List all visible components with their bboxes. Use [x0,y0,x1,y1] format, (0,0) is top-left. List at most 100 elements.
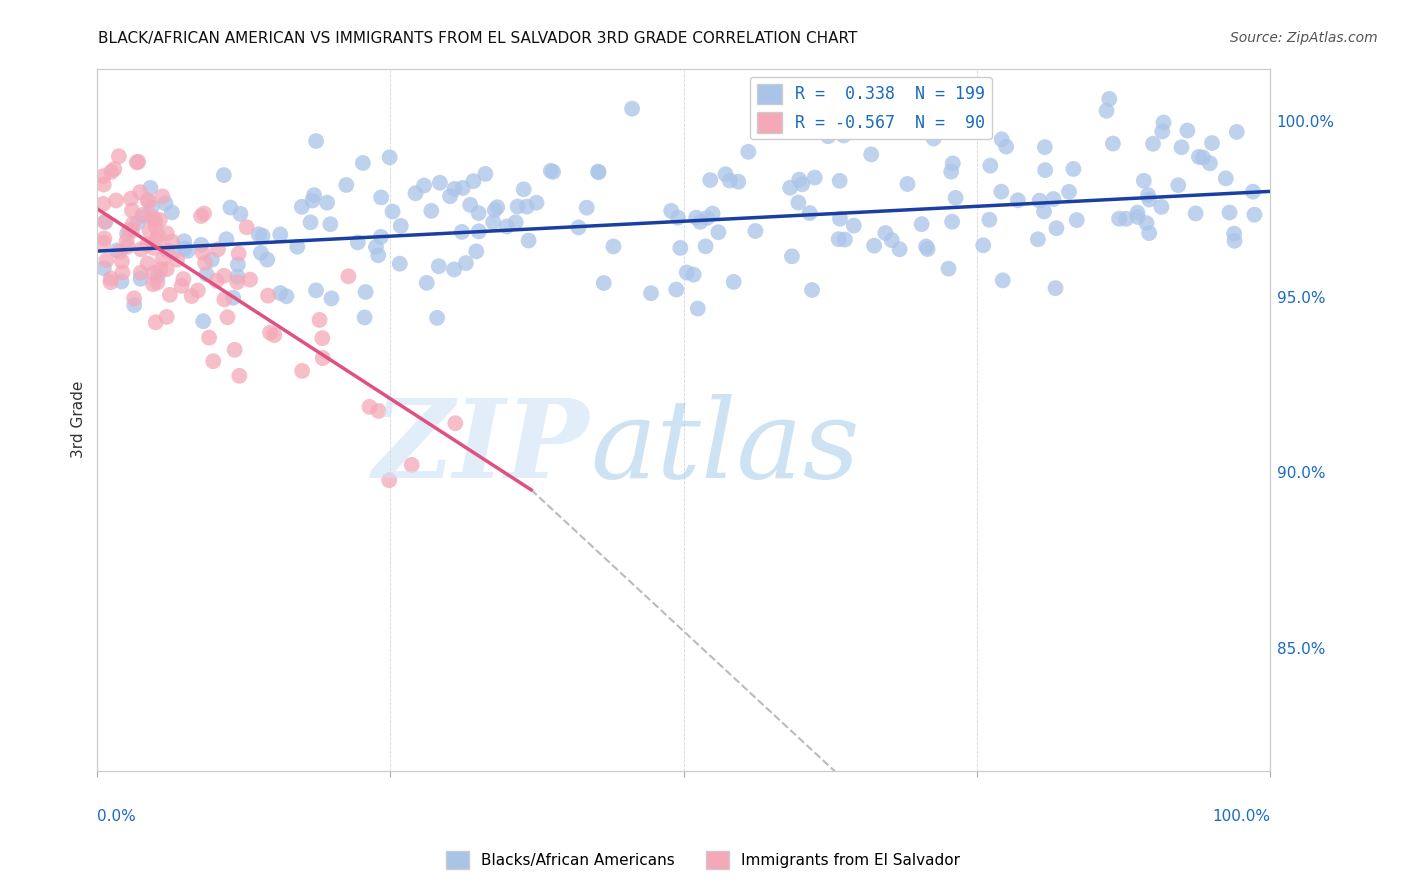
Point [915,239,938,253]
Point [143,219,166,234]
Point [156,227,179,241]
Point [160,205,183,219]
Text: 0.0%: 0.0% [97,809,136,824]
Point [235,220,257,235]
Point [1126,210,1149,224]
Point [972,238,994,252]
Point [94,215,117,229]
Point [995,139,1018,153]
Point [250,245,273,260]
Point [420,203,443,218]
Point [1028,194,1050,208]
Point [93,231,115,245]
Point [1033,163,1056,178]
Point [229,207,252,221]
Point [1045,281,1067,295]
Point [302,188,325,202]
Point [337,269,360,284]
Point [156,262,179,277]
Point [110,275,132,289]
Point [689,215,711,229]
Point [142,277,165,292]
Point [1136,188,1159,202]
Point [451,181,474,195]
Point [842,219,865,233]
Point [160,235,183,249]
Point [224,343,246,357]
Point [427,259,450,273]
Point [364,240,387,254]
Point [212,168,235,182]
Point [1137,193,1160,207]
Point [194,256,217,270]
Point [305,134,328,148]
Point [166,252,188,267]
Point [195,267,218,281]
Point [354,285,377,299]
Point [463,174,485,188]
Point [1033,204,1056,219]
Point [122,298,145,312]
Point [150,189,173,203]
Point [922,131,945,145]
Point [93,178,115,192]
Point [486,200,509,214]
Point [269,227,291,242]
Point [381,204,404,219]
Point [180,289,202,303]
Point [285,240,308,254]
Point [910,217,932,231]
Point [127,215,149,229]
Point [121,224,143,238]
Point [875,226,897,240]
Text: Source: ZipAtlas.com: Source: ZipAtlas.com [1230,31,1378,45]
Point [145,315,167,329]
Point [170,278,193,293]
Point [1199,156,1222,170]
Point [990,132,1012,146]
Point [152,252,174,267]
Point [1192,151,1215,165]
Point [305,284,328,298]
Point [96,253,118,268]
Point [780,249,803,263]
Point [443,262,465,277]
Point [205,274,228,288]
Point [127,154,149,169]
Point [115,227,138,241]
Point [134,209,156,223]
Point [939,164,962,178]
Point [91,197,114,211]
Point [156,310,179,324]
Point [834,233,856,247]
Point [149,262,172,277]
Point [458,198,481,212]
Point [1150,200,1173,214]
Point [311,331,333,345]
Point [352,156,374,170]
Point [640,286,662,301]
Point [1098,92,1121,106]
Point [1026,232,1049,246]
Point [990,185,1012,199]
Text: ZIP: ZIP [373,394,589,501]
Point [202,354,225,368]
Point [389,219,412,233]
Point [226,257,249,271]
Point [100,275,122,289]
Point [121,203,143,218]
Point [444,416,467,430]
Point [451,225,474,239]
Point [228,246,250,260]
Point [592,276,614,290]
Point [145,234,167,248]
Point [105,244,128,258]
Point [146,269,169,284]
Legend: R =  0.338  N = 199, R = -0.567  N =  90: R = 0.338 N = 199, R = -0.567 N = 90 [751,77,991,139]
Point [1170,140,1192,154]
Point [308,313,330,327]
Point [117,240,139,254]
Point [219,201,242,215]
Point [1133,174,1156,188]
Point [149,213,172,227]
